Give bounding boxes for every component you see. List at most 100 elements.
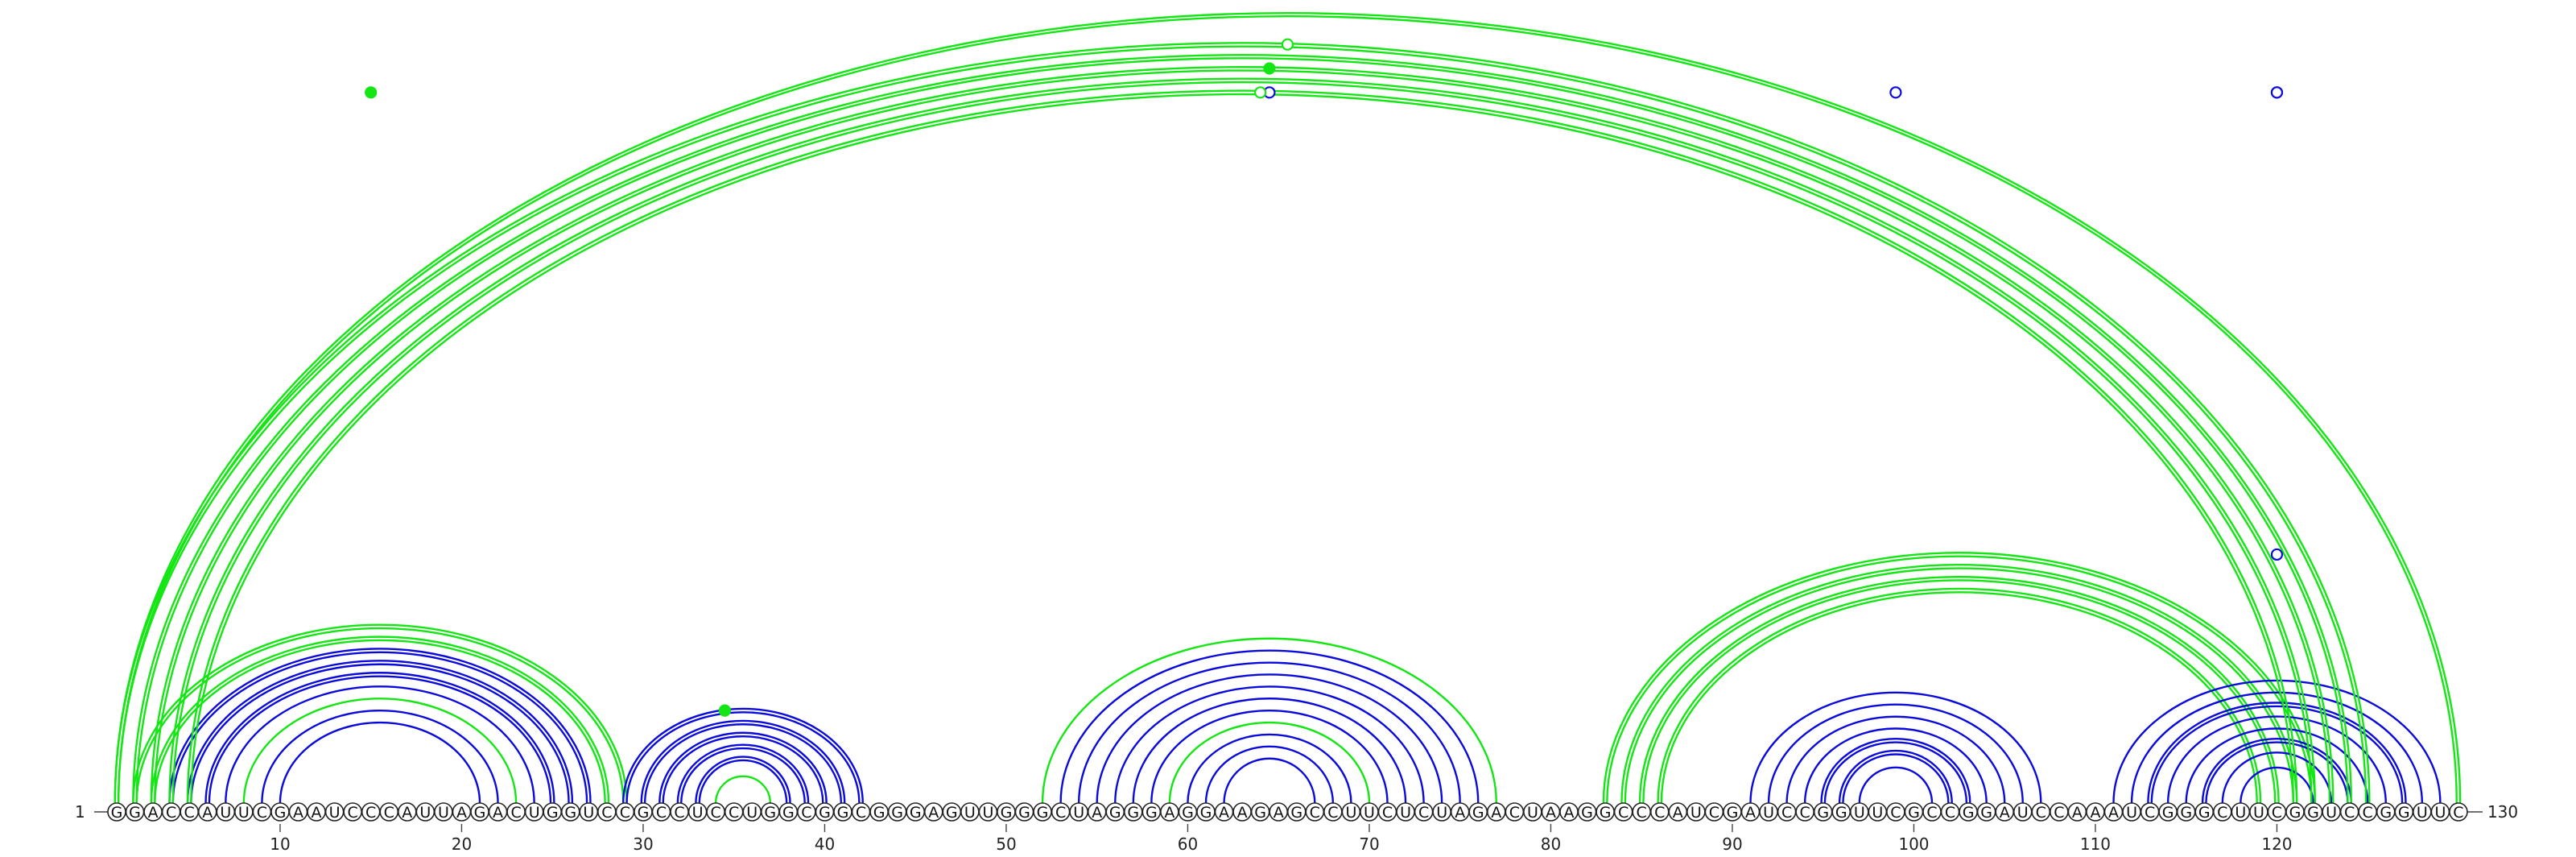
nucleotide-letter: G	[837, 804, 849, 822]
nucleotide-99: C	[1886, 802, 1905, 822]
nucleotide-43: G	[869, 802, 889, 822]
nucleotide-50: G	[997, 802, 1016, 822]
pair-arc-97-101	[1858, 766, 1934, 804]
nucleotide-94: C	[1795, 802, 1814, 822]
nucleotide-letter: U	[2017, 804, 2029, 822]
pair-arc-116-124	[2201, 738, 2353, 804]
pairing-arcs	[115, 13, 2460, 803]
nucleotide-125: C	[2358, 802, 2377, 822]
pair-arc-4-122	[168, 77, 2316, 804]
nucleotide-letter: G	[1037, 804, 1049, 822]
pair-arc-3-28	[150, 636, 610, 804]
nucleotide-letter: G	[1290, 804, 1302, 822]
nucleotide-letter: U	[2417, 804, 2428, 822]
nucleotide-letter: G	[2289, 804, 2301, 822]
pair-arc-91-107	[1749, 691, 2042, 804]
pair-arc-29-42	[622, 707, 864, 804]
nucleotide-letter: U	[1690, 804, 1702, 822]
nucleotide-letter: G	[638, 804, 650, 822]
arc-marker	[1889, 86, 1902, 99]
nucleotide-124: C	[2339, 802, 2359, 822]
pair-arc-3-123	[150, 65, 2334, 804]
nucleotide-letter: U	[1364, 804, 1375, 822]
nucleotide-76: G	[1468, 802, 1488, 822]
nucleotide-letter: C	[2145, 804, 2155, 822]
nucleotide-letter: U	[1345, 804, 1356, 822]
pair-arc-5-121	[186, 89, 2298, 804]
pair-arc-3-123	[154, 69, 2331, 804]
nucleotide-letter: C	[1327, 804, 1338, 822]
nucleotide-82: G	[1577, 802, 1597, 822]
nucleotide-letter: A	[1274, 804, 1284, 822]
nucleotide-48: U	[960, 802, 980, 822]
pair-arc-94-104	[1803, 727, 1988, 804]
nucleotide-letter: C	[166, 804, 176, 822]
nucleotide-92: U	[1759, 802, 1778, 822]
nucleotide-letter: A	[1219, 804, 1229, 822]
nucleotide-letter: C	[2036, 804, 2046, 822]
nucleotide-60: G	[1178, 802, 1198, 822]
arc-marker	[2270, 548, 2284, 561]
nucleotide-letter: C	[2363, 804, 2373, 822]
pair-arc-118-122	[2240, 766, 2314, 804]
nucleotide-letter: G	[946, 804, 958, 822]
pair-arc-59-70	[1168, 721, 1371, 804]
pair-arc-6-25	[208, 675, 552, 804]
nucleotide-letter: A	[402, 804, 412, 822]
nucleotide-17: A	[397, 802, 417, 822]
pair-arc-116-124	[2205, 741, 2349, 804]
nucleotide-letter: C	[257, 804, 267, 822]
nucleotide-letter: A	[1455, 804, 1465, 822]
nucleotide-3: A	[143, 802, 163, 822]
nucleotide-100: G	[1904, 802, 1924, 822]
nucleotide-101: C	[1922, 802, 1942, 822]
nucleotide-letter: G	[275, 804, 287, 822]
nucleotide-letter: C	[2217, 804, 2227, 822]
nucleotide-letter: A	[1491, 804, 1501, 822]
nucleotide-letter: G	[2398, 804, 2410, 822]
nucleotide-letter: U	[1527, 804, 1538, 822]
pair-arc-61-68	[1204, 745, 1335, 804]
nucleotide-47: G	[942, 802, 962, 822]
nucleotide-27: U	[579, 802, 599, 822]
nucleotide-letter: C	[2054, 804, 2064, 822]
nucleotide-14: C	[343, 802, 362, 822]
tick-label: 110	[2080, 834, 2111, 854]
nucleotide-letter: C	[2272, 804, 2282, 822]
nucleotide-79: U	[1523, 802, 1542, 822]
nucleotide-130: C	[2449, 802, 2468, 822]
tick-label: 30	[633, 834, 653, 854]
pair-arc-32-39	[680, 747, 806, 804]
nucleotide-31: C	[651, 802, 671, 822]
nucleotide-98: U	[1868, 802, 1888, 822]
nucleotide-letter: U	[1400, 804, 1411, 822]
arc-marker	[718, 704, 732, 717]
nucleotide-68: C	[1323, 802, 1343, 822]
nucleotide-110: A	[2086, 802, 2105, 822]
nucleotide-39: C	[797, 802, 816, 822]
nucleotide-letter: C	[1654, 804, 1665, 822]
nucleotide-letter: G	[474, 804, 486, 822]
nucleotide-49: U	[978, 802, 998, 822]
nucleotide-letter: C	[856, 804, 866, 822]
nucleotide-52: G	[1033, 802, 1052, 822]
nucleotide-61: G	[1196, 802, 1216, 822]
nucleotide-37: G	[760, 802, 780, 822]
nucleotide-38: G	[778, 802, 799, 822]
pair-arc-1-130	[115, 13, 2460, 803]
nucleotide-letter: C	[620, 804, 630, 822]
nucleotide-112: U	[2122, 802, 2141, 822]
nucleotide-letter: C	[1945, 804, 1955, 822]
nucleotide-letter: G	[1963, 804, 1975, 822]
nucleotide-letter: C	[656, 804, 667, 822]
pair-arc-2-29	[135, 627, 625, 804]
nucleotide-letter: U	[1872, 804, 1883, 822]
tick-label: 20	[452, 834, 472, 854]
tick-label: 60	[1178, 834, 1198, 854]
nucleotide-letter: C	[184, 804, 195, 822]
nucleotide-64: G	[1250, 802, 1270, 822]
nucleotide-69: U	[1341, 802, 1361, 822]
nucleotide-86: C	[1649, 802, 1670, 822]
nucleotide-83: G	[1596, 802, 1615, 822]
